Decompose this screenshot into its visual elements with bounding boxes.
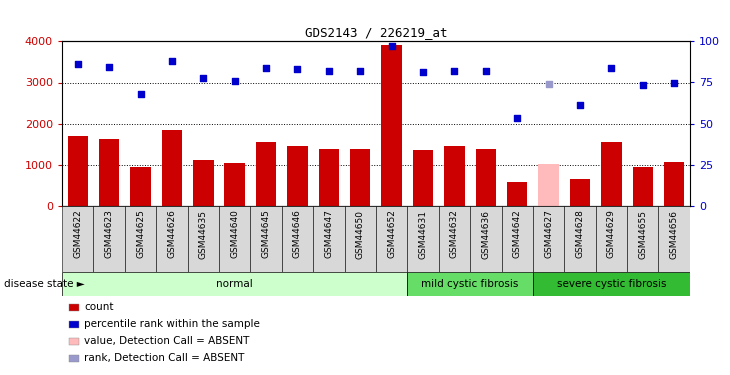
Text: GSM44652: GSM44652 <box>387 210 396 258</box>
Text: disease state ►: disease state ► <box>4 279 85 289</box>
Bar <box>407 206 439 272</box>
Point <box>543 81 555 87</box>
Text: GSM44645: GSM44645 <box>261 210 271 258</box>
Text: GSM44656: GSM44656 <box>669 210 679 258</box>
Text: GSM44627: GSM44627 <box>544 210 553 258</box>
Text: GSM44642: GSM44642 <box>512 210 522 258</box>
Text: value, Detection Call = ABSENT: value, Detection Call = ABSENT <box>85 336 250 346</box>
Text: GSM44625: GSM44625 <box>136 210 145 258</box>
Bar <box>413 150 433 206</box>
Point <box>72 61 84 67</box>
Text: GSM44646: GSM44646 <box>293 210 302 258</box>
Bar <box>125 206 156 272</box>
Bar <box>256 142 276 206</box>
Point <box>606 64 618 70</box>
Bar <box>382 45 402 206</box>
Bar <box>439 206 470 272</box>
Bar <box>627 206 658 272</box>
Bar <box>219 206 250 272</box>
Text: GSM44622: GSM44622 <box>73 210 82 258</box>
Bar <box>445 146 464 206</box>
Point <box>574 102 585 108</box>
Bar <box>664 162 684 206</box>
Text: GSM44655: GSM44655 <box>638 210 648 258</box>
Text: percentile rank within the sample: percentile rank within the sample <box>85 320 261 329</box>
Title: GDS2143 / 226219_at: GDS2143 / 226219_at <box>304 26 447 39</box>
Bar <box>596 206 627 272</box>
Point <box>448 68 461 74</box>
Point <box>229 78 241 84</box>
Text: GSM44647: GSM44647 <box>324 210 334 258</box>
Bar <box>602 142 621 206</box>
Bar <box>407 272 533 296</box>
Bar <box>633 166 653 206</box>
Bar <box>156 206 188 272</box>
Bar <box>188 206 219 272</box>
Point <box>134 91 146 97</box>
Bar <box>68 136 88 206</box>
Bar <box>250 206 282 272</box>
Bar <box>476 148 496 206</box>
Text: severe cystic fibrosis: severe cystic fibrosis <box>556 279 666 289</box>
Point <box>669 80 680 86</box>
Point <box>261 64 272 70</box>
Bar <box>193 160 213 206</box>
Bar <box>131 167 150 206</box>
Bar <box>313 206 345 272</box>
Point <box>637 82 648 88</box>
Text: GSM44632: GSM44632 <box>450 210 459 258</box>
Bar <box>319 148 339 206</box>
Point <box>104 64 115 70</box>
Bar <box>658 206 690 272</box>
Bar <box>507 182 527 206</box>
Text: GSM44636: GSM44636 <box>481 210 491 258</box>
Bar <box>62 206 93 272</box>
Text: count: count <box>85 303 114 312</box>
Text: GSM44631: GSM44631 <box>418 210 428 258</box>
Bar <box>93 206 125 272</box>
Bar <box>470 206 502 272</box>
Bar <box>570 179 590 206</box>
Point <box>480 68 492 74</box>
Text: GSM44629: GSM44629 <box>607 210 616 258</box>
Bar <box>533 272 690 296</box>
Text: rank, Detection Call = ABSENT: rank, Detection Call = ABSENT <box>85 353 245 363</box>
Text: GSM44640: GSM44640 <box>230 210 239 258</box>
Bar <box>288 146 307 206</box>
Text: GSM44650: GSM44650 <box>356 210 365 258</box>
Text: normal: normal <box>216 279 253 289</box>
Bar <box>282 206 313 272</box>
Bar <box>376 206 407 272</box>
Point <box>197 75 210 81</box>
Point <box>323 68 334 74</box>
Point <box>166 58 178 64</box>
Text: GSM44623: GSM44623 <box>104 210 114 258</box>
Bar <box>99 140 119 206</box>
Point <box>511 116 523 122</box>
Text: GSM44628: GSM44628 <box>575 210 585 258</box>
Bar <box>539 164 558 206</box>
Bar <box>502 206 533 272</box>
Bar <box>162 129 182 206</box>
Text: GSM44626: GSM44626 <box>167 210 177 258</box>
Text: mild cystic fibrosis: mild cystic fibrosis <box>421 279 519 289</box>
Bar <box>564 206 596 272</box>
Bar <box>350 148 370 206</box>
Point <box>355 68 366 74</box>
Point <box>418 69 429 75</box>
Bar <box>345 206 376 272</box>
Text: GSM44635: GSM44635 <box>199 210 208 258</box>
Bar <box>62 272 407 296</box>
Point <box>292 66 304 72</box>
Bar <box>533 206 564 272</box>
Point <box>385 43 397 49</box>
Bar <box>225 163 245 206</box>
